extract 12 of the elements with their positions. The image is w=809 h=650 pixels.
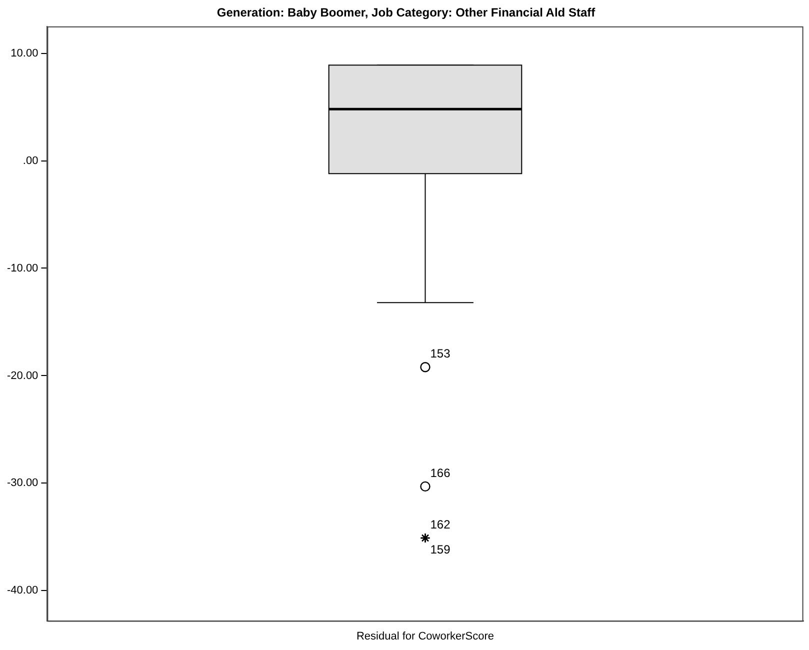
- annotation: 153: [430, 346, 451, 360]
- y-tick-label: -10.00: [6, 262, 38, 274]
- y-tick-label: -40.00: [6, 584, 38, 597]
- y-tick-label: -20.00: [6, 370, 38, 382]
- x-tick-label: Residual for CoworkerScore: [356, 630, 494, 642]
- chart-title: Generation: Baby Boomer, Job Category: Other Financial Ald Staff: [216, 6, 596, 20]
- annotation: 166: [430, 466, 451, 480]
- y-tick-label: 10.00: [10, 47, 38, 60]
- annotation: 159: [430, 542, 451, 556]
- y-tick-label: -30.00: [6, 477, 38, 490]
- annotation: 162: [430, 517, 451, 532]
- y-tick-label: .00: [22, 154, 38, 167]
